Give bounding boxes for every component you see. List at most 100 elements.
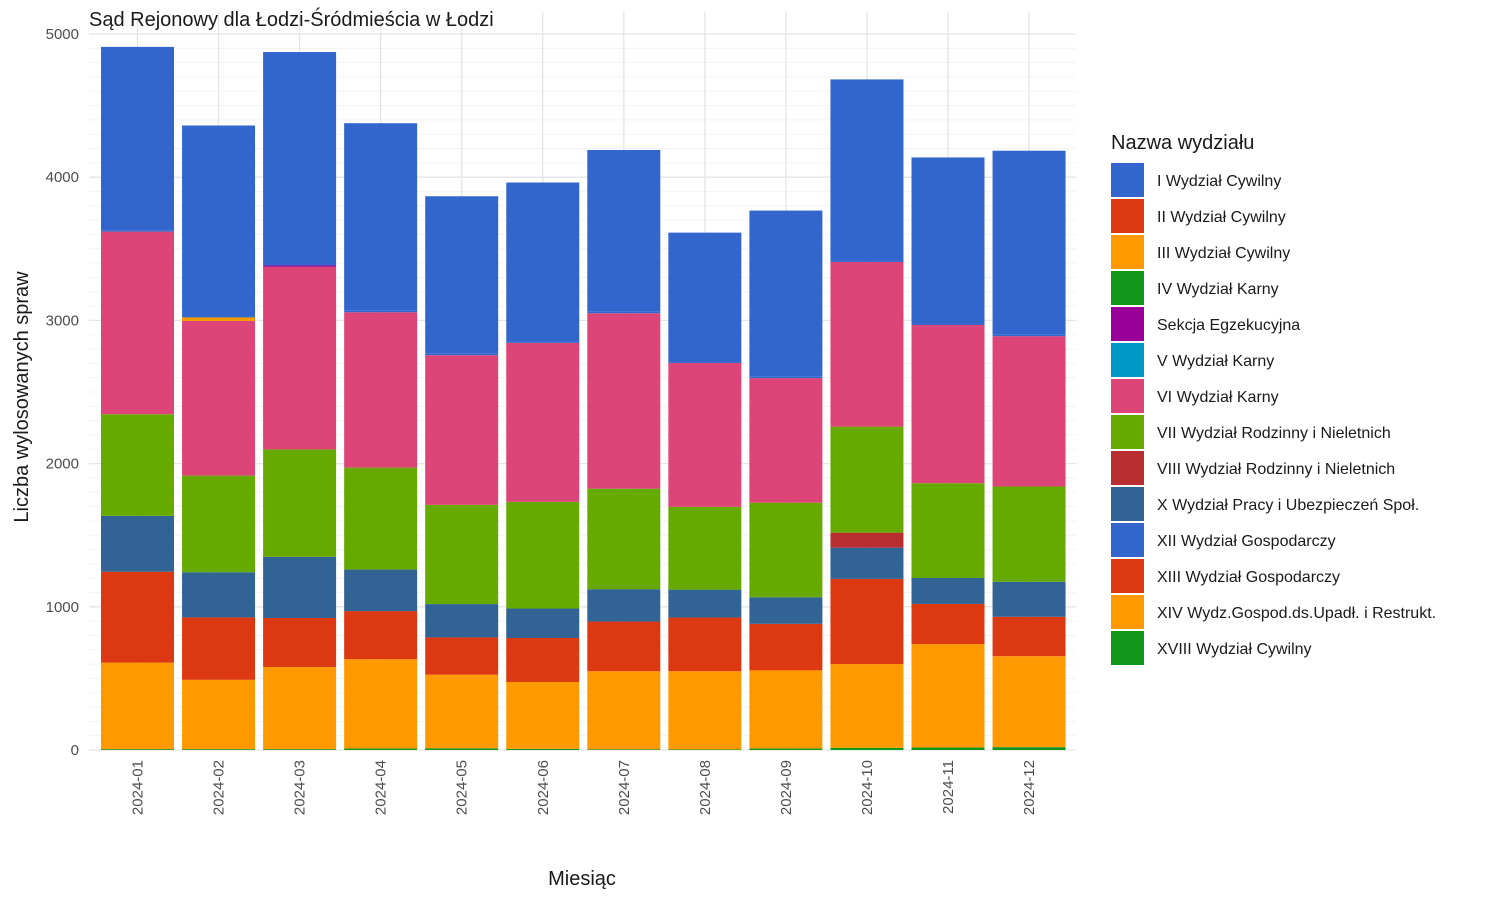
- bar-stack-2024-04: [344, 123, 418, 750]
- bar-segment: [668, 362, 742, 507]
- bar-segment: [749, 623, 823, 671]
- bar-segment: [506, 748, 580, 750]
- y-tick-label: 4000: [46, 169, 79, 186]
- bar-segment: [668, 232, 742, 362]
- x-tick-label: 2024-06: [535, 760, 552, 815]
- legend-label: VII Wydział Rodzinny i Nieletnich: [1157, 425, 1391, 442]
- bar-segment: [425, 637, 499, 675]
- legend-swatch: [1111, 595, 1144, 629]
- bar-segment: [425, 748, 499, 750]
- bar-stack-2024-01: [101, 46, 174, 750]
- legend-swatch: [1111, 559, 1144, 593]
- legend-item: VIII Wydział Rodzinny i Nieletnich: [1111, 451, 1395, 485]
- bar-segment: [506, 341, 580, 343]
- bar-segment: [425, 355, 499, 505]
- legend-label: XVIII Wydział Cywilny: [1157, 641, 1312, 658]
- y-tick-label: 5000: [46, 26, 79, 43]
- legend-swatch: [1111, 235, 1144, 269]
- bar-segment: [344, 611, 418, 660]
- legend-item: X Wydział Pracy i Ubezpieczeń Społ.: [1111, 487, 1419, 521]
- x-tick-label: 2024-04: [373, 760, 390, 815]
- bar-segment: [101, 414, 174, 516]
- legend-label: IV Wydział Karny: [1157, 281, 1279, 298]
- x-axis-ticks: 2024-01 2024-02 2024-03 2024-04 2024-05 2024-…: [130, 760, 1039, 815]
- bar-segment: [182, 315, 256, 318]
- bars: [101, 46, 1066, 750]
- bar-segment: [911, 644, 985, 748]
- bar-segment: [992, 334, 1066, 337]
- legend-label: III Wydział Cywilny: [1157, 245, 1290, 262]
- x-tick-label: 2024-07: [616, 760, 633, 815]
- legend-item: XVIII Wydział Cywilny: [1111, 631, 1312, 665]
- bar-segment: [101, 662, 174, 750]
- bar-segment: [344, 312, 418, 468]
- y-tick-label: 3000: [46, 312, 79, 329]
- bar-stack-2024-05: [425, 196, 499, 750]
- bar-segment: [668, 671, 742, 750]
- bar-segment: [830, 261, 904, 427]
- bar-segment: [749, 748, 823, 750]
- bar-segment: [344, 123, 418, 311]
- bar-segment: [992, 581, 1066, 617]
- bar-stack-2024-06: [506, 182, 580, 750]
- bar-stack-2024-02: [182, 125, 256, 750]
- legend-label: Sekcja Egzekucyjna: [1157, 317, 1300, 334]
- bar-segment: [344, 569, 418, 612]
- bar-segment: [263, 617, 337, 667]
- bar-segment: [749, 378, 823, 503]
- bar-segment: [992, 656, 1066, 748]
- bar-segment: [587, 589, 661, 622]
- legend-item: V Wydział Karny: [1111, 343, 1274, 377]
- legend-item: XIII Wydział Gospodarczy: [1111, 559, 1340, 593]
- bar-segment: [263, 666, 337, 750]
- bar-stack-2024-03: [263, 52, 337, 750]
- legend-swatch: [1111, 523, 1144, 557]
- bar-segment: [101, 231, 174, 415]
- y-axis-ticks: 0 1000 2000 3000 4000 5000: [46, 26, 79, 759]
- bar-segment: [830, 547, 904, 579]
- legend-label: X Wydział Pracy i Ubezpieczeń Społ.: [1157, 497, 1419, 514]
- bar-segment: [749, 502, 823, 598]
- legend-label: XII Wydział Gospodarczy: [1157, 533, 1336, 550]
- bar-segment: [668, 749, 742, 750]
- bar-segment: [425, 353, 499, 356]
- bar-segment: [668, 589, 742, 618]
- legend-swatch: [1111, 631, 1144, 665]
- bar-segment: [830, 664, 904, 748]
- bar-segment: [101, 749, 174, 750]
- legend-swatch: [1111, 199, 1144, 233]
- bar-segment: [911, 324, 985, 484]
- legend-label: XIV Wydz.Gospod.ds.Upadł. i Restrukt.: [1157, 605, 1436, 622]
- legend-label: I Wydział Cywilny: [1157, 173, 1281, 190]
- bar-segment: [830, 578, 904, 665]
- bar-segment: [425, 504, 499, 605]
- y-tick-label: 0: [71, 742, 79, 759]
- legend-item: III Wydział Cywilny: [1111, 235, 1290, 269]
- legend-item: VII Wydział Rodzinny i Nieletnich: [1111, 415, 1391, 449]
- bar-segment: [911, 578, 985, 604]
- legend-label: VIII Wydział Rodzinny i Nieletnich: [1157, 461, 1395, 478]
- bar-segment: [182, 749, 256, 750]
- bar-segment: [587, 311, 661, 314]
- bar-segment: [182, 125, 256, 316]
- bar-segment: [182, 475, 256, 573]
- bar-segment: [911, 603, 985, 645]
- legend-label: VI Wydział Karny: [1157, 389, 1279, 406]
- bar-segment: [911, 323, 985, 325]
- bar-segment: [263, 263, 337, 266]
- x-tick-label: 2024-10: [859, 760, 876, 815]
- bar-segment: [830, 260, 904, 262]
- bar-stack-2024-09: [749, 210, 823, 750]
- bar-segment: [668, 361, 742, 363]
- bar-segment: [182, 572, 256, 618]
- bar-segment: [101, 515, 174, 572]
- legend-item: Sekcja Egzekucyjna: [1111, 307, 1300, 341]
- bar-stack-2024-11: [911, 157, 985, 750]
- x-tick-label: 2024-11: [940, 760, 957, 814]
- bar-stack-2024-12: [992, 150, 1066, 750]
- bar-segment: [749, 210, 823, 377]
- bar-segment: [182, 317, 256, 321]
- bar-segment: [668, 617, 742, 672]
- bar-segment: [506, 638, 580, 682]
